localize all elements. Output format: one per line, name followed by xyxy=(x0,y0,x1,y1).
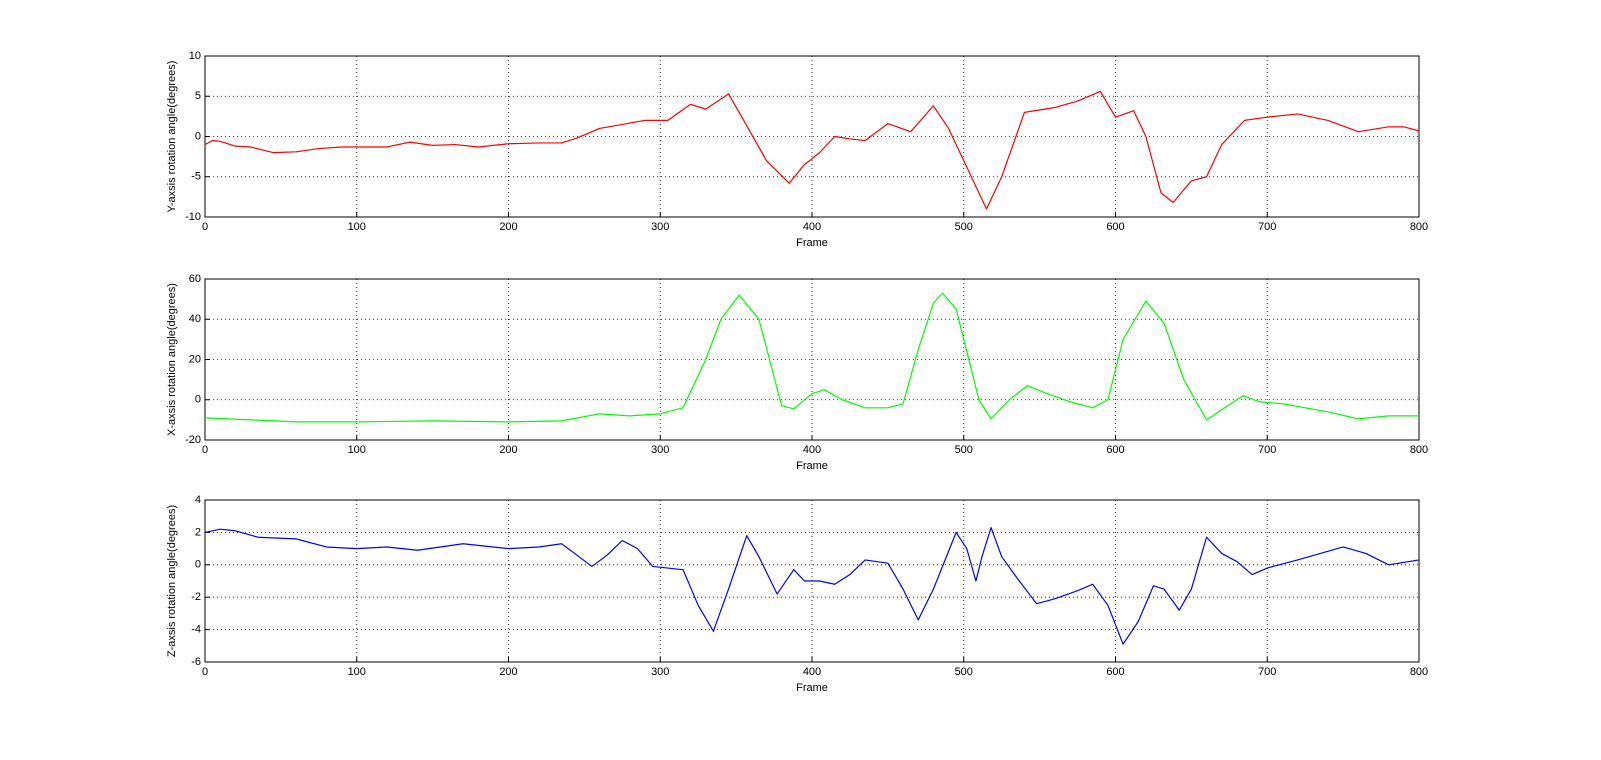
y-tick-label: 60 xyxy=(189,273,201,285)
y-tick-label: 5 xyxy=(195,90,201,102)
x-tick-label: 600 xyxy=(1106,221,1124,233)
x-tick-label: 100 xyxy=(348,666,366,678)
data-line xyxy=(204,292,1419,423)
x-tick-label: 200 xyxy=(499,444,517,456)
y-tick-label: -10 xyxy=(185,211,201,223)
plot-border xyxy=(204,55,1420,218)
x-tick-label: 100 xyxy=(348,444,366,456)
x-tick-label: 400 xyxy=(803,221,821,233)
x-tick-label: 300 xyxy=(651,444,669,456)
x-tick-label: 0 xyxy=(202,444,208,456)
x-tick-label: 500 xyxy=(955,444,973,456)
y-tick-label: 2 xyxy=(195,526,201,538)
y-tick-label: -6 xyxy=(191,656,201,668)
y-axis-label: Y-axsis rotation angle(degrees) xyxy=(166,61,178,213)
y-tick-label: 20 xyxy=(189,353,201,365)
x-tick-label: 800 xyxy=(1410,444,1428,456)
plot-border xyxy=(204,278,1420,441)
x-tick-label: 600 xyxy=(1106,444,1124,456)
x-tick-label: 500 xyxy=(955,221,973,233)
x-tick-label: 0 xyxy=(202,221,208,233)
y-tick-label: 0 xyxy=(195,130,201,142)
y-tick-label: 10 xyxy=(189,50,201,62)
y-tick-label: 0 xyxy=(195,394,201,406)
y-tick-label: 40 xyxy=(189,313,201,325)
x-tick-label: 200 xyxy=(499,666,517,678)
x-tick-label: 400 xyxy=(803,444,821,456)
y-tick-label: -20 xyxy=(185,434,201,446)
data-line xyxy=(204,526,1420,645)
x-tick-label: 700 xyxy=(1258,666,1276,678)
x-axis-label: Frame xyxy=(796,460,828,472)
x-tick-label: 500 xyxy=(955,666,973,678)
x-tick-label: 800 xyxy=(1410,221,1428,233)
x-tick-label: 300 xyxy=(651,221,669,233)
x-tick-label: 200 xyxy=(499,221,517,233)
y-tick-label: 0 xyxy=(195,559,201,571)
x-tick-label: 800 xyxy=(1410,666,1428,678)
x-tick-label: 400 xyxy=(803,666,821,678)
x-axis-label: Frame xyxy=(796,682,828,694)
x-tick-label: 600 xyxy=(1106,666,1124,678)
x-tick-label: 700 xyxy=(1258,444,1276,456)
x-tick-label: 300 xyxy=(651,666,669,678)
y-axis-label: X-axsis rotation angle(degrees) xyxy=(166,283,178,436)
x-axis-label: Frame xyxy=(796,237,828,249)
y-tick-label: -5 xyxy=(191,171,201,183)
y-axis-label: Z-axsis rotation angle(degrees) xyxy=(166,505,178,657)
x-tick-label: 700 xyxy=(1258,221,1276,233)
data-line xyxy=(204,90,1420,210)
y-tick-label: -2 xyxy=(191,591,201,603)
x-tick-label: 0 xyxy=(202,666,208,678)
y-tick-label: -4 xyxy=(191,624,201,636)
y-tick-label: 4 xyxy=(195,494,201,506)
x-tick-label: 100 xyxy=(348,221,366,233)
plot-border xyxy=(204,499,1420,663)
